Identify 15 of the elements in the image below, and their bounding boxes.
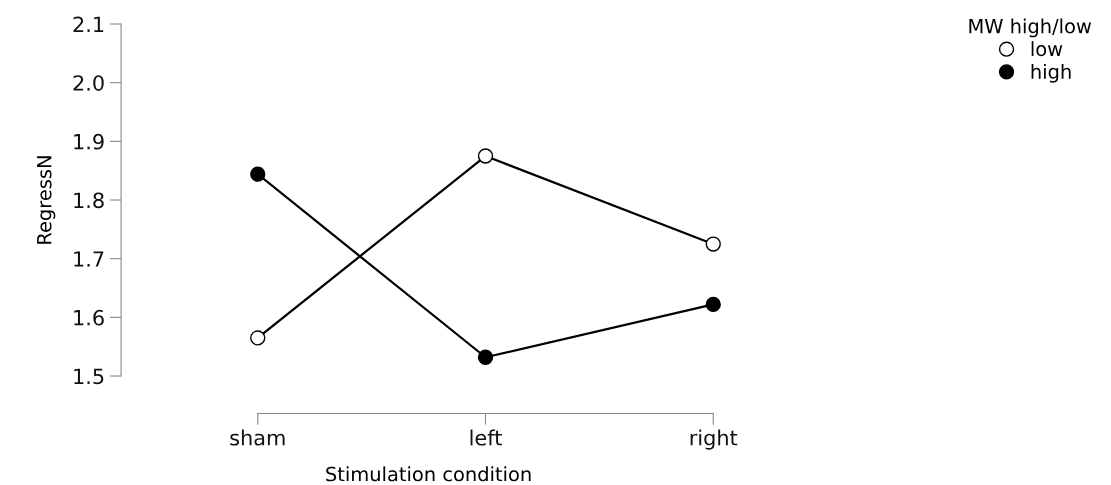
legend-label: low [1031,41,1063,57]
y-tick-label: 1.7 [74,251,104,267]
y-tick-label: 1.6 [74,309,104,326]
y-tick-label: 2.1 [73,16,104,32]
x-tick-label: right [690,429,738,450]
x-axis-title: Stimulation condition [326,466,531,482]
y-tick-label: 1.8 [74,192,104,209]
y-tick-label: 1.9 [74,133,104,150]
y-tick-label: 1.5 [74,368,104,385]
legend-label: high [1031,63,1071,83]
x-tick-label: left [470,429,502,446]
legend-title: MW high/low [969,18,1092,38]
x-tick-label: sham [230,429,285,446]
y-tick-label: 2.0 [73,75,104,91]
y-axis-title: RegressN [37,156,56,244]
